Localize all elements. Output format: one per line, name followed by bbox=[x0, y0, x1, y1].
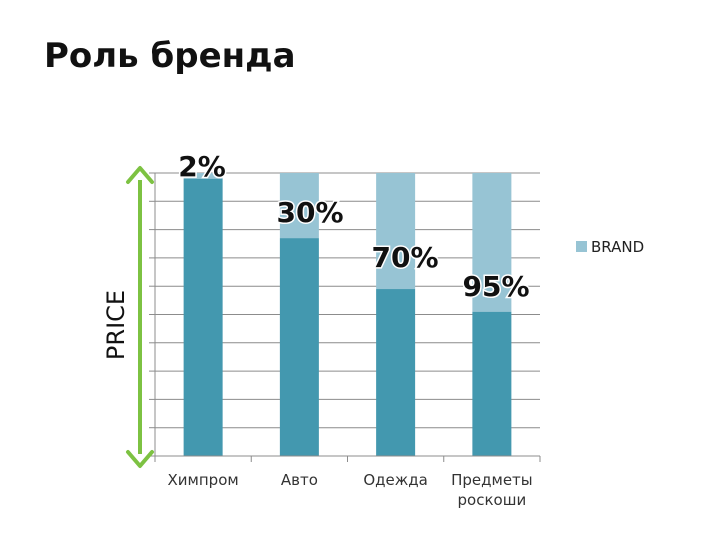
data-labels: 2% 30% 70% 95% bbox=[177, 149, 531, 305]
legend-swatch-brand bbox=[576, 241, 587, 252]
slide-title: Роль бренда bbox=[44, 36, 296, 76]
category-label: Авто bbox=[281, 471, 318, 489]
category-label: Химпром bbox=[168, 471, 239, 489]
data-label: 30% bbox=[276, 196, 343, 229]
legend: BRAND bbox=[576, 238, 644, 256]
bar-price-segment bbox=[376, 289, 416, 456]
arrow-up-icon bbox=[126, 166, 154, 184]
bar-brand-segment bbox=[472, 173, 512, 312]
arrow-down-icon bbox=[126, 450, 154, 468]
data-label: 70% bbox=[371, 241, 438, 274]
legend-label-brand: BRAND bbox=[591, 238, 644, 256]
bars bbox=[183, 173, 512, 456]
bar-price-segment bbox=[183, 178, 223, 456]
bar-price-segment bbox=[279, 238, 319, 456]
bar-price-segment bbox=[472, 311, 512, 456]
bar-brand-segment bbox=[376, 173, 416, 290]
category-label: Одежда bbox=[363, 471, 427, 489]
category-label: Предметы bbox=[451, 471, 533, 489]
bar-brand-segment bbox=[279, 173, 319, 239]
data-label: 95% bbox=[462, 270, 529, 303]
axes: Химпром Авто Одежда Предметы роскоши PRICE bbox=[102, 166, 541, 509]
category-label: роскоши bbox=[458, 491, 527, 509]
bar-brand-segment bbox=[183, 173, 223, 179]
data-label: 2% bbox=[178, 150, 226, 183]
y-axis-title: PRICE bbox=[102, 290, 130, 360]
